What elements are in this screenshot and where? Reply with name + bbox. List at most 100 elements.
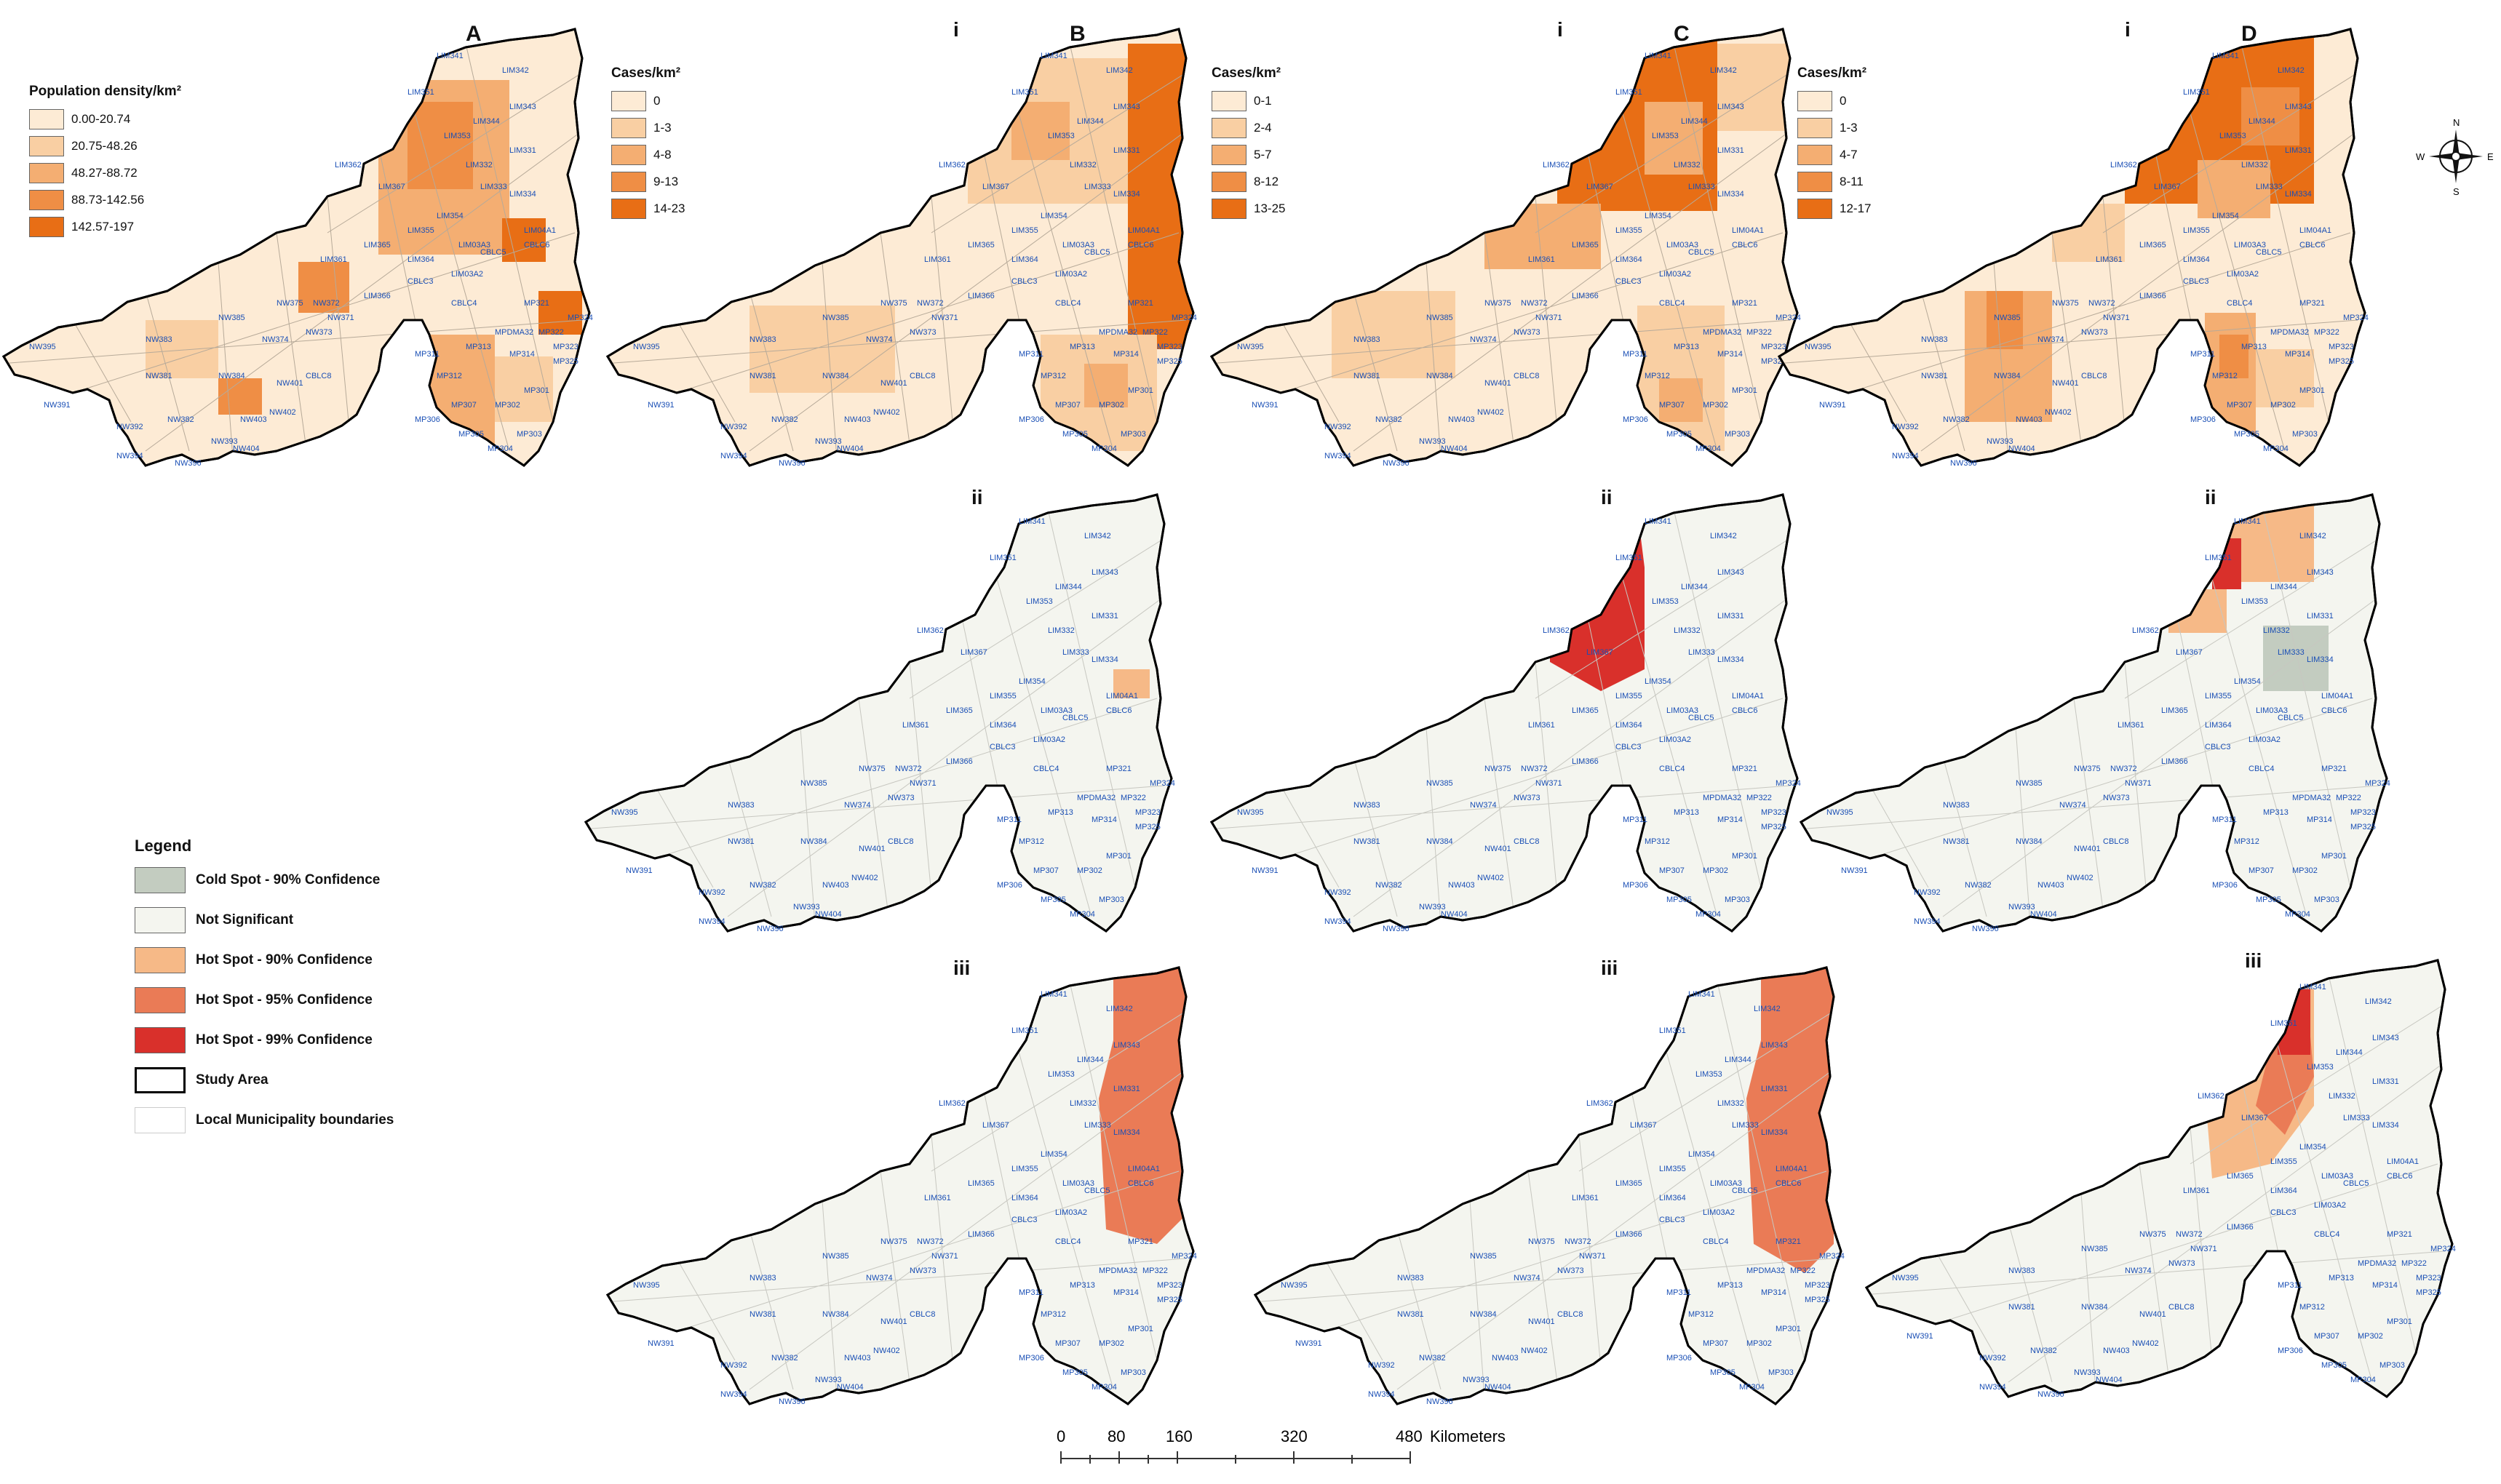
compass-n: N: [2453, 117, 2460, 128]
main-legend-label: Hot Spot - 95% Confidence: [196, 992, 373, 1008]
legend-c-label: 8-12: [1254, 174, 1279, 188]
legend-swatch: [1212, 117, 1246, 138]
municipality-label: LIM333: [1688, 648, 1715, 657]
municipality-label: MP321: [2299, 299, 2325, 308]
municipality-label: NW403: [844, 1354, 871, 1363]
municipality-label: NW374: [1470, 801, 1497, 810]
legend-swatch: [611, 90, 646, 111]
legend-a-title: Population density/km²: [29, 84, 182, 99]
municipality-label: CBLC5: [2256, 248, 2281, 257]
municipality-label: LIM353: [2241, 597, 2268, 606]
municipality-label: NW374: [2125, 1266, 2152, 1275]
municipality-label: LIM355: [2205, 692, 2232, 701]
municipality-label: LIM332: [1717, 1099, 1744, 1108]
municipality-label: NW404: [837, 1383, 864, 1392]
panel-label-b: B: [1070, 22, 1086, 46]
municipality-label: LIM334: [1717, 190, 1744, 199]
municipality-label: NW381: [749, 372, 776, 380]
municipality-label: LIM331: [1717, 146, 1744, 155]
legend-d-label: 1-3: [1840, 120, 1858, 135]
municipality-label: CBLC8: [1514, 372, 1539, 380]
municipality-label: LIM341: [2212, 52, 2239, 60]
legend-swatch: [135, 1066, 186, 1093]
municipality-label: CBLC3: [2205, 743, 2230, 751]
municipality-label: LIM351: [1011, 88, 1038, 97]
municipality-label: NW381: [1397, 1310, 1424, 1319]
municipality-label: CBLC4: [1659, 765, 1685, 773]
municipality-label: MP314: [1717, 350, 1743, 359]
municipality-label: LIM343: [2372, 1034, 2399, 1042]
municipality-label: NW393: [211, 437, 238, 446]
municipality-label: LIM344: [2270, 583, 2297, 591]
municipality-label: MP321: [1128, 1237, 1153, 1246]
municipality-label: MP311: [415, 350, 440, 359]
municipality-label: LIM03A2: [2227, 270, 2259, 279]
scale-unit: Kilometers: [1430, 1427, 1506, 1445]
municipality-label: LIM331: [1761, 1085, 1788, 1093]
municipality-label: NW396: [779, 1397, 806, 1406]
municipality-label: LIM334: [1092, 655, 1118, 664]
municipality-label: MP325: [1135, 823, 1161, 831]
municipality-label: MP314: [1717, 815, 1743, 824]
legend-b-label: 9-13: [653, 174, 679, 188]
municipality-label: NW384: [2081, 1303, 2108, 1312]
municipality-label: LIM343: [2285, 103, 2312, 111]
map-panel-d-i: LIM341 LIM342 LIM343 LIM344 LIM351 LIM353 LIM3…: [1776, 15, 2401, 480]
municipality-label: NW385: [1994, 314, 2021, 322]
municipality-label: LIM341: [2234, 517, 2261, 526]
municipality-label: CBLC6: [1128, 1179, 1153, 1188]
municipality-label: NW394: [116, 452, 143, 460]
municipality-label: NW382: [1419, 1354, 1446, 1363]
legend-swatch: [135, 906, 186, 933]
municipality-label: LIM351: [990, 554, 1017, 562]
legend-swatch: [1212, 198, 1246, 219]
municipality-label: LIM361: [2183, 1186, 2210, 1195]
legend-swatch: [29, 162, 64, 183]
municipality-label: LIM332: [1070, 1099, 1097, 1108]
municipality-label: LIM03A3: [2256, 706, 2288, 715]
municipality-label: NW394: [1914, 917, 1941, 926]
municipality-label: NW375: [859, 765, 886, 773]
legend-d-label: 0: [1840, 93, 1847, 108]
municipality-label: LIM351: [1659, 1026, 1686, 1035]
municipality-label: LIM04A1: [1106, 692, 1138, 701]
municipality-label: LIM344: [1077, 117, 1104, 126]
municipality-label: MP312: [1041, 1310, 1066, 1319]
municipality-label: NW392: [1324, 888, 1351, 897]
municipality-label: LIM351: [2205, 554, 2232, 562]
main-legend-label: Study Area: [196, 1072, 269, 1088]
compass-s: S: [2453, 186, 2460, 196]
municipality-label: LIM03A2: [1703, 1208, 1735, 1217]
legend-d-row: 4-7: [1797, 141, 1871, 168]
municipality-label: NW372: [1521, 765, 1548, 773]
municipality-label: LIM366: [2227, 1223, 2254, 1232]
municipality-label: LIM367: [2154, 183, 2181, 191]
municipality-label: LIM364: [1011, 1194, 1038, 1202]
municipality-label: MP314: [2307, 815, 2332, 824]
municipality-label: LIM03A2: [451, 270, 483, 279]
legend-swatch: [1797, 117, 1832, 138]
municipality-label: NW371: [1535, 314, 1562, 322]
municipality-label: MP322: [2314, 328, 2339, 337]
municipality-label: NW373: [2081, 328, 2108, 337]
municipality-label: MP313: [1674, 808, 1699, 817]
municipality-label: LIM367: [1630, 1121, 1657, 1130]
legend-c: Cases/km² 0-1 2-4 5-7 8-12 13-25: [1212, 65, 1285, 222]
municipality-label: LIM331: [1113, 1085, 1140, 1093]
panel-roman-b-i: i: [953, 18, 959, 41]
municipality-label: MP321: [1732, 299, 1757, 308]
compass-w: W: [2416, 151, 2425, 162]
municipality-label: CBLC4: [1055, 1237, 1081, 1246]
municipality-label: MP306: [997, 881, 1022, 890]
municipality-label: CBLC3: [1615, 743, 1641, 751]
municipality-label: LIM03A3: [2234, 241, 2266, 250]
municipality-label: NW391: [1295, 1339, 1322, 1348]
municipality-label: MP325: [1157, 1296, 1182, 1304]
municipality-label: MP303: [2314, 895, 2339, 904]
municipality-label: CBLC6: [2387, 1172, 2412, 1181]
municipality-label: LIM365: [1572, 706, 1599, 715]
municipality-label: MP323: [1135, 808, 1161, 817]
municipality-label: NW394: [699, 917, 725, 926]
municipality-label: LIM361: [1528, 721, 1555, 730]
municipality-label: CBLC3: [990, 743, 1015, 751]
